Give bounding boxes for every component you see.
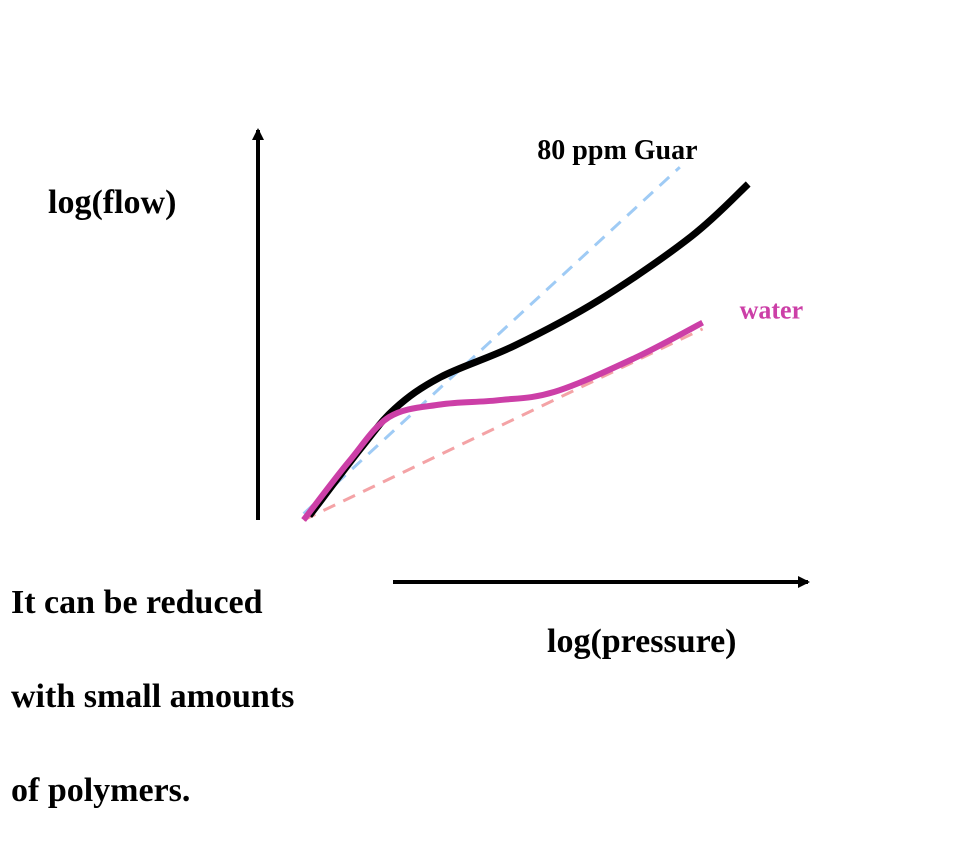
flow-pressure-chart: log(flow) log(pressure) 80 ppm Guar water — [48, 128, 810, 660]
series-line-80-ppm-guar — [306, 181, 751, 518]
series-layer — [301, 166, 751, 522]
y-axis-label: log(flow) — [48, 184, 176, 221]
caption-text-block: It can be reduced with small amounts of … — [11, 532, 391, 861]
series-label: 80 ppm Guar — [537, 135, 697, 166]
caption-line: of polymers. — [11, 772, 191, 809]
caption-line: with small amounts — [11, 678, 295, 715]
x-axis-label: log(pressure) — [547, 623, 737, 660]
caption-line: It can be reduced — [11, 584, 263, 621]
series-label: water — [740, 295, 804, 324]
annotation-layer: 80 ppm Guar water — [537, 135, 803, 325]
asymptote-line — [302, 166, 681, 515]
asymptote-line — [302, 327, 704, 522]
series-line-water — [301, 319, 704, 522]
